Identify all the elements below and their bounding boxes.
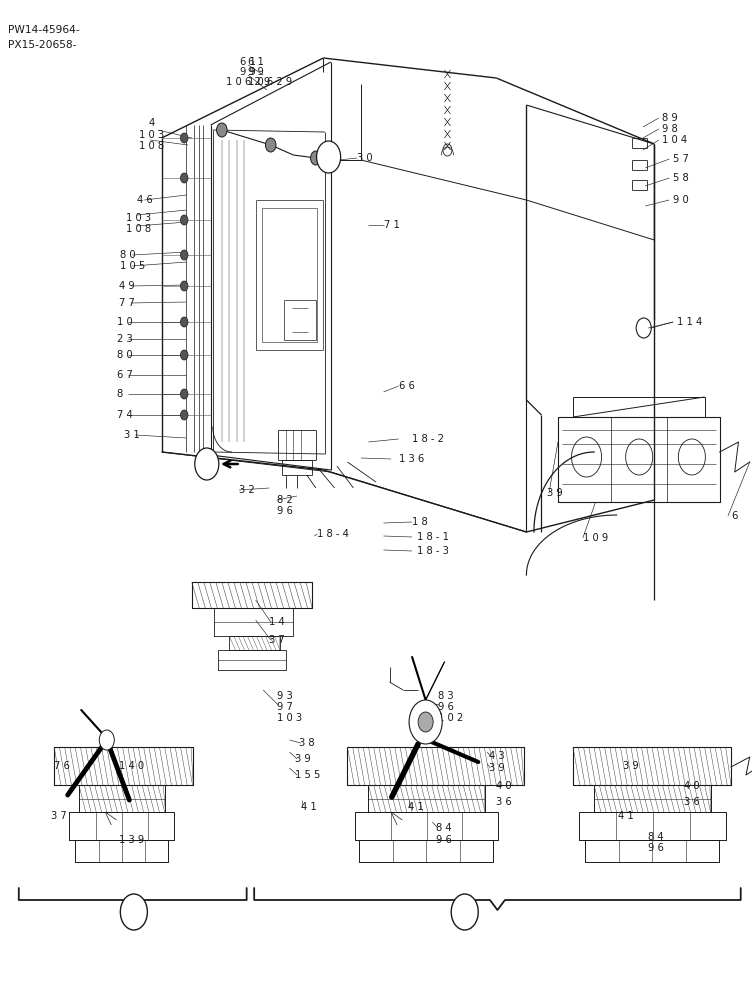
Text: 1 0 6 2 9: 1 0 6 2 9 (226, 77, 270, 87)
Circle shape (180, 389, 188, 399)
Text: 8 0: 8 0 (117, 350, 132, 360)
Text: 1 0 4: 1 0 4 (662, 135, 687, 145)
Text: 3 7: 3 7 (51, 811, 67, 821)
Text: 1 8 - 2: 1 8 - 2 (412, 434, 444, 444)
Text: 9 6: 9 6 (438, 702, 453, 712)
Text: 9 3: 9 3 (277, 691, 293, 701)
Text: 1 0 9: 1 0 9 (583, 533, 608, 543)
Text: 1 5 5: 1 5 5 (295, 770, 320, 780)
Text: 1 8 - 4: 1 8 - 4 (317, 529, 349, 539)
Text: 1 0 5: 1 0 5 (120, 261, 146, 271)
Text: 9 7: 9 7 (277, 702, 293, 712)
Text: 4 3: 4 3 (489, 751, 505, 761)
Text: 7 1: 7 1 (384, 220, 399, 230)
Text: 6 1: 6 1 (240, 57, 256, 67)
Circle shape (180, 317, 188, 327)
Circle shape (217, 123, 227, 137)
Text: 9 9: 9 9 (248, 67, 264, 77)
Text: 1 0: 1 0 (117, 317, 132, 327)
Text: 8 4: 8 4 (648, 832, 664, 842)
Text: 3 9: 3 9 (623, 761, 638, 771)
Text: 1 0 3: 1 0 3 (126, 213, 151, 223)
Circle shape (409, 700, 442, 744)
Circle shape (120, 894, 147, 930)
Text: 7 7: 7 7 (119, 298, 135, 308)
Circle shape (317, 141, 341, 173)
Text: 6 6: 6 6 (399, 381, 414, 391)
Circle shape (265, 138, 276, 152)
Text: 5 7: 5 7 (673, 154, 689, 164)
Text: 1 0 2: 1 0 2 (438, 713, 463, 723)
Text: 9 0: 9 0 (673, 195, 689, 205)
Text: 4: 4 (149, 118, 155, 128)
Text: 1 0 6 2 9: 1 0 6 2 9 (248, 77, 293, 87)
Text: 3 9: 3 9 (295, 754, 311, 764)
Circle shape (180, 350, 188, 360)
Text: 1 4: 1 4 (269, 617, 285, 627)
Circle shape (180, 173, 188, 183)
Text: 1 8: 1 8 (412, 517, 428, 527)
Text: 3 6: 3 6 (496, 797, 512, 807)
Text: 3 1: 3 1 (124, 430, 140, 440)
Text: 8 2: 8 2 (277, 495, 293, 505)
Text: 3 0: 3 0 (357, 153, 373, 163)
Text: 8: 8 (117, 389, 123, 399)
Text: 8 0: 8 0 (120, 250, 136, 260)
Text: 2 3: 2 3 (117, 334, 132, 344)
Text: 1 0 8: 1 0 8 (139, 141, 164, 151)
Text: D: D (130, 907, 138, 917)
Text: 3 8: 3 8 (299, 738, 315, 748)
Text: 6: 6 (731, 511, 737, 521)
Text: PW14-45964-: PW14-45964- (8, 25, 79, 35)
Text: 1 0 3: 1 0 3 (139, 130, 164, 140)
Text: 5 8: 5 8 (673, 173, 689, 183)
Circle shape (311, 151, 321, 165)
Text: 3 2: 3 2 (239, 485, 255, 495)
Circle shape (195, 448, 219, 480)
Text: 3 6: 3 6 (684, 797, 700, 807)
Text: E: E (462, 907, 468, 917)
Text: 1 3 9: 1 3 9 (119, 835, 144, 845)
Text: 1 0 3: 1 0 3 (277, 713, 302, 723)
Text: E: E (326, 152, 332, 161)
Text: 8 4: 8 4 (436, 823, 452, 833)
Text: 8 3: 8 3 (438, 691, 453, 701)
Text: 9 6: 9 6 (648, 843, 664, 853)
Text: 1 0 8: 1 0 8 (126, 224, 151, 234)
Circle shape (180, 281, 188, 291)
Text: 6 7: 6 7 (117, 370, 132, 380)
Text: 4 0: 4 0 (496, 781, 512, 791)
Text: 1 3 6: 1 3 6 (399, 454, 424, 464)
Circle shape (451, 894, 478, 930)
Text: 7 4: 7 4 (117, 410, 132, 420)
Text: 1 8 - 3: 1 8 - 3 (417, 546, 449, 556)
Text: 9 9: 9 9 (240, 67, 256, 77)
Text: 1 8 - 1: 1 8 - 1 (417, 532, 450, 542)
Circle shape (180, 133, 188, 143)
Text: 4 0: 4 0 (684, 781, 700, 791)
Text: 3 9: 3 9 (489, 763, 505, 773)
Text: 9 8: 9 8 (662, 124, 678, 134)
Circle shape (418, 712, 433, 732)
Text: D: D (203, 460, 211, 468)
Text: 9 6: 9 6 (277, 506, 293, 516)
Circle shape (99, 730, 114, 750)
Text: 1 1 4: 1 1 4 (677, 317, 702, 327)
Text: 4 1: 4 1 (301, 802, 317, 812)
Circle shape (180, 215, 188, 225)
Text: 4 1: 4 1 (618, 811, 634, 821)
Text: 9 6: 9 6 (436, 835, 452, 845)
Text: 7 6: 7 6 (54, 761, 70, 771)
Text: 8 9: 8 9 (662, 113, 678, 123)
Text: 4 1: 4 1 (408, 802, 423, 812)
Circle shape (180, 250, 188, 260)
Text: PX15-20658-: PX15-20658- (8, 40, 76, 50)
Circle shape (180, 410, 188, 420)
Text: 3 7: 3 7 (269, 635, 285, 645)
Text: 4 6: 4 6 (137, 195, 153, 205)
Text: 3 9: 3 9 (547, 488, 563, 498)
Text: 1 4 0: 1 4 0 (119, 761, 144, 771)
Text: 6 1: 6 1 (248, 57, 264, 67)
Text: 4 9: 4 9 (119, 281, 135, 291)
